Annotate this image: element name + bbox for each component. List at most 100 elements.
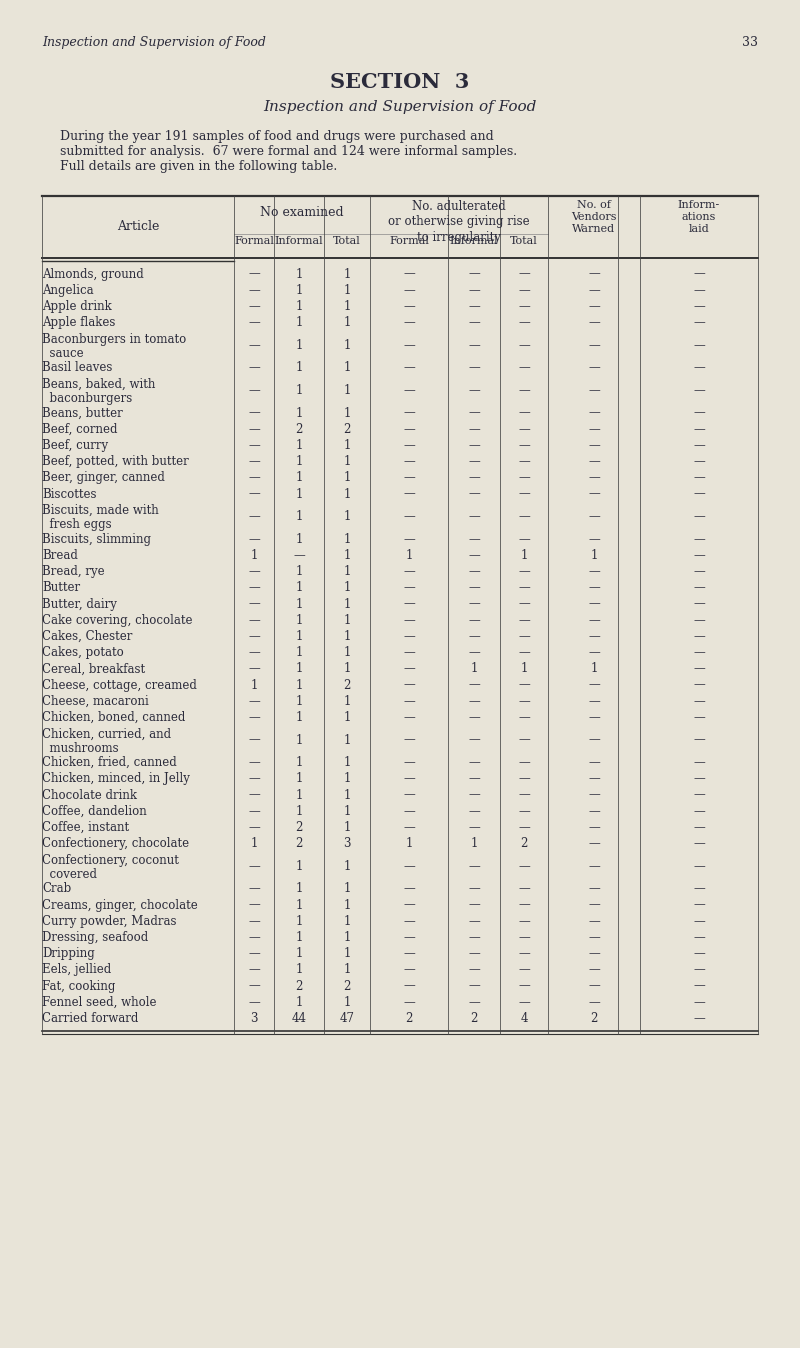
Text: —: — bbox=[403, 613, 415, 627]
Text: —: — bbox=[403, 821, 415, 834]
Text: 1: 1 bbox=[343, 439, 350, 452]
Text: —: — bbox=[293, 549, 305, 562]
Text: Total: Total bbox=[510, 236, 538, 245]
Text: —: — bbox=[588, 510, 600, 523]
Text: —: — bbox=[403, 733, 415, 747]
Text: Beans, baked, with: Beans, baked, with bbox=[42, 377, 155, 391]
Text: —: — bbox=[693, 980, 705, 992]
Text: —: — bbox=[403, 694, 415, 708]
Text: —: — bbox=[248, 284, 260, 297]
Text: —: — bbox=[468, 549, 480, 562]
Text: 2: 2 bbox=[343, 678, 350, 692]
Text: —: — bbox=[468, 756, 480, 770]
Text: —: — bbox=[693, 948, 705, 960]
Text: 2: 2 bbox=[295, 423, 302, 435]
Text: —: — bbox=[468, 361, 480, 375]
Text: Chicken, minced, in Jelly: Chicken, minced, in Jelly bbox=[42, 772, 190, 786]
Text: —: — bbox=[588, 733, 600, 747]
Text: 2: 2 bbox=[343, 980, 350, 992]
Text: baconburgers: baconburgers bbox=[42, 392, 132, 406]
Text: Chicken, fried, canned: Chicken, fried, canned bbox=[42, 756, 177, 770]
Text: —: — bbox=[403, 384, 415, 398]
Text: —: — bbox=[588, 646, 600, 659]
Text: —: — bbox=[403, 472, 415, 484]
Text: —: — bbox=[403, 964, 415, 976]
Text: —: — bbox=[518, 423, 530, 435]
Text: 1: 1 bbox=[343, 805, 350, 818]
Text: —: — bbox=[693, 805, 705, 818]
Text: —: — bbox=[403, 338, 415, 352]
Text: —: — bbox=[468, 384, 480, 398]
Text: —: — bbox=[403, 317, 415, 329]
Text: —: — bbox=[403, 646, 415, 659]
Text: —: — bbox=[518, 472, 530, 484]
Text: —: — bbox=[468, 931, 480, 944]
Text: 2: 2 bbox=[295, 821, 302, 834]
Text: —: — bbox=[588, 860, 600, 872]
Text: No. of
Vendors
Warned: No. of Vendors Warned bbox=[571, 200, 617, 235]
Text: Eels, jellied: Eels, jellied bbox=[42, 964, 111, 976]
Text: —: — bbox=[518, 646, 530, 659]
Text: During the year 191 samples of food and drugs were purchased and: During the year 191 samples of food and … bbox=[60, 129, 494, 143]
Text: —: — bbox=[403, 361, 415, 375]
Text: —: — bbox=[693, 581, 705, 594]
Text: —: — bbox=[468, 488, 480, 500]
Text: Informal: Informal bbox=[450, 236, 498, 245]
Text: —: — bbox=[693, 931, 705, 944]
Text: 2: 2 bbox=[406, 1012, 413, 1024]
Text: —: — bbox=[248, 456, 260, 468]
Text: —: — bbox=[693, 630, 705, 643]
Text: Informal: Informal bbox=[274, 236, 323, 245]
Text: —: — bbox=[518, 439, 530, 452]
Text: —: — bbox=[693, 964, 705, 976]
Text: —: — bbox=[468, 789, 480, 802]
Text: 1: 1 bbox=[343, 662, 350, 675]
Text: —: — bbox=[518, 597, 530, 611]
Text: —: — bbox=[248, 268, 260, 280]
Text: —: — bbox=[518, 915, 530, 927]
Text: 1: 1 bbox=[343, 581, 350, 594]
Text: —: — bbox=[518, 488, 530, 500]
Text: —: — bbox=[588, 996, 600, 1008]
Text: —: — bbox=[248, 613, 260, 627]
Text: —: — bbox=[248, 581, 260, 594]
Text: 1: 1 bbox=[343, 710, 350, 724]
Text: —: — bbox=[403, 581, 415, 594]
Text: —: — bbox=[693, 456, 705, 468]
Text: —: — bbox=[693, 268, 705, 280]
Text: 1: 1 bbox=[295, 662, 302, 675]
Text: —: — bbox=[248, 423, 260, 435]
Text: 1: 1 bbox=[343, 931, 350, 944]
Text: 1: 1 bbox=[295, 597, 302, 611]
Text: —: — bbox=[248, 630, 260, 643]
Text: 1: 1 bbox=[295, 860, 302, 872]
Text: —: — bbox=[588, 407, 600, 419]
Text: —: — bbox=[518, 789, 530, 802]
Text: 1: 1 bbox=[343, 964, 350, 976]
Text: —: — bbox=[468, 964, 480, 976]
Text: Beef, corned: Beef, corned bbox=[42, 423, 118, 435]
Text: Chicken, boned, canned: Chicken, boned, canned bbox=[42, 710, 186, 724]
Text: —: — bbox=[518, 964, 530, 976]
Text: —: — bbox=[403, 996, 415, 1008]
Text: 1: 1 bbox=[343, 284, 350, 297]
Text: —: — bbox=[248, 860, 260, 872]
Text: —: — bbox=[468, 317, 480, 329]
Text: 1: 1 bbox=[295, 407, 302, 419]
Text: —: — bbox=[518, 630, 530, 643]
Text: Carried forward: Carried forward bbox=[42, 1012, 138, 1024]
Text: —: — bbox=[588, 789, 600, 802]
Text: —: — bbox=[693, 860, 705, 872]
Text: —: — bbox=[693, 284, 705, 297]
Text: —: — bbox=[248, 439, 260, 452]
Text: —: — bbox=[403, 532, 415, 546]
Text: Coffee, instant: Coffee, instant bbox=[42, 821, 129, 834]
Text: —: — bbox=[248, 662, 260, 675]
Text: —: — bbox=[248, 805, 260, 818]
Text: —: — bbox=[518, 407, 530, 419]
Text: 1: 1 bbox=[343, 488, 350, 500]
Text: 1: 1 bbox=[343, 456, 350, 468]
Text: —: — bbox=[468, 268, 480, 280]
Text: 1: 1 bbox=[295, 948, 302, 960]
Text: —: — bbox=[468, 423, 480, 435]
